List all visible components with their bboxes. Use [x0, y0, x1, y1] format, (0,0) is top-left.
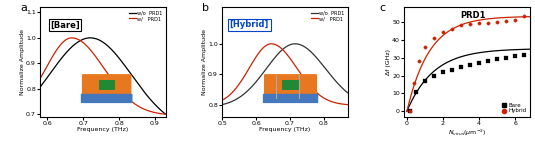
- Text: c: c: [379, 3, 385, 13]
- Point: [457, 24, 465, 26]
- Legend: Bare, Hybrid: Bare, Hybrid: [501, 102, 527, 114]
- Text: a: a: [20, 3, 27, 13]
- Point: [466, 64, 475, 66]
- X-axis label: Frequency (THz): Frequency (THz): [77, 127, 128, 132]
- Point: [406, 109, 414, 112]
- Point: [466, 23, 475, 26]
- Text: PRD1: PRD1: [461, 11, 486, 20]
- Point: [484, 60, 492, 62]
- Point: [511, 55, 519, 57]
- Text: b: b: [202, 3, 209, 13]
- Text: [Bare]: [Bare]: [50, 20, 80, 29]
- Point: [415, 60, 424, 62]
- Point: [475, 22, 483, 25]
- Point: [439, 71, 447, 73]
- Point: [520, 15, 529, 17]
- Point: [457, 65, 465, 68]
- Point: [421, 46, 429, 48]
- Point: [448, 69, 456, 71]
- Point: [502, 20, 510, 22]
- Point: [502, 56, 510, 59]
- Point: [493, 58, 501, 61]
- Point: [410, 81, 418, 84]
- Point: [484, 21, 492, 24]
- Point: [439, 31, 447, 34]
- X-axis label: Frequency (THz): Frequency (THz): [259, 127, 310, 132]
- Point: [448, 28, 456, 30]
- Legend: w/o  PRD1, w/   PRD1: w/o PRD1, w/ PRD1: [128, 10, 163, 22]
- Point: [430, 74, 438, 77]
- Point: [511, 19, 519, 21]
- Point: [475, 62, 483, 64]
- Point: [430, 37, 438, 39]
- Legend: w/o  PRD1, w/   PRD1: w/o PRD1, w/ PRD1: [310, 10, 345, 22]
- Y-axis label: Normalize Amplitude: Normalize Amplitude: [20, 29, 25, 95]
- Point: [493, 20, 501, 23]
- Y-axis label: Δf (GHz): Δf (GHz): [386, 49, 391, 75]
- Point: [421, 80, 429, 82]
- Point: [411, 91, 420, 93]
- Point: [520, 54, 529, 56]
- X-axis label: $N_{virus}$($\mu$m$^{-2}$): $N_{virus}$($\mu$m$^{-2}$): [448, 127, 486, 138]
- Y-axis label: Normalize Amplitude: Normalize Amplitude: [202, 29, 207, 95]
- Point: [406, 109, 414, 112]
- Text: [Hybrid]: [Hybrid]: [230, 20, 269, 29]
